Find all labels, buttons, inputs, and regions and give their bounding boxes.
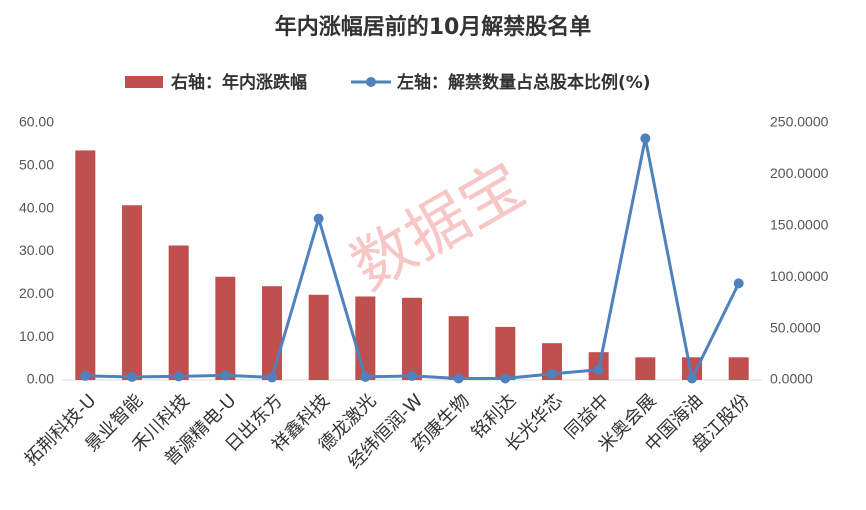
bar [355, 296, 376, 380]
y2-tick-label: 50.0000 [770, 319, 821, 335]
watermark: 数据宝 [339, 148, 537, 304]
bar [402, 297, 422, 380]
line-marker [80, 370, 91, 381]
y-tick-label: 30.00 [19, 242, 54, 258]
bar [168, 245, 189, 380]
bar [308, 294, 329, 380]
y-tick-label: 40.00 [19, 199, 54, 215]
line-marker [267, 372, 277, 383]
bar [682, 357, 702, 380]
line-marker [593, 364, 604, 375]
line-marker [547, 368, 557, 379]
line-marker [313, 213, 324, 224]
bar [262, 286, 282, 380]
line-marker [640, 133, 651, 144]
y-tick-label: 60.00 [19, 114, 54, 130]
bar [122, 205, 142, 380]
x-tick-label: 拓荆科技-U [21, 390, 101, 470]
legend-swatch [125, 76, 163, 88]
bar [215, 276, 236, 380]
legend-swatch [366, 77, 376, 87]
line-marker [220, 370, 231, 381]
bar [495, 326, 516, 380]
bar [728, 357, 749, 380]
y2-tick-label: 200.0000 [770, 165, 829, 181]
y-tick-label: 0.00 [27, 371, 54, 387]
y2-tick-label: 100.0000 [770, 268, 829, 284]
y-tick-label: 20.00 [19, 285, 54, 301]
line-marker [453, 373, 464, 384]
line-marker [687, 373, 697, 384]
line-marker [360, 371, 371, 382]
legend-label: 右轴：年内涨跌幅 [171, 72, 307, 93]
bar [542, 343, 562, 380]
chart-title: 年内涨幅居前的10月解禁股名单 [275, 14, 592, 40]
y2-tick-label: 150.0000 [770, 217, 829, 233]
y-tick-label: 50.00 [19, 157, 54, 173]
y2-tick-label: 0.0000 [770, 371, 813, 387]
line-marker [127, 371, 137, 382]
line-marker [407, 370, 417, 381]
line-marker [173, 371, 184, 382]
bar [75, 150, 96, 380]
y-tick-label: 10.00 [19, 328, 54, 344]
bar [448, 316, 469, 380]
bar [635, 357, 656, 380]
line-marker [500, 373, 511, 384]
y2-tick-label: 250.0000 [770, 114, 829, 130]
legend-label: 左轴：解禁数量占总股本比例(%) [397, 72, 651, 93]
line-marker [733, 278, 744, 289]
